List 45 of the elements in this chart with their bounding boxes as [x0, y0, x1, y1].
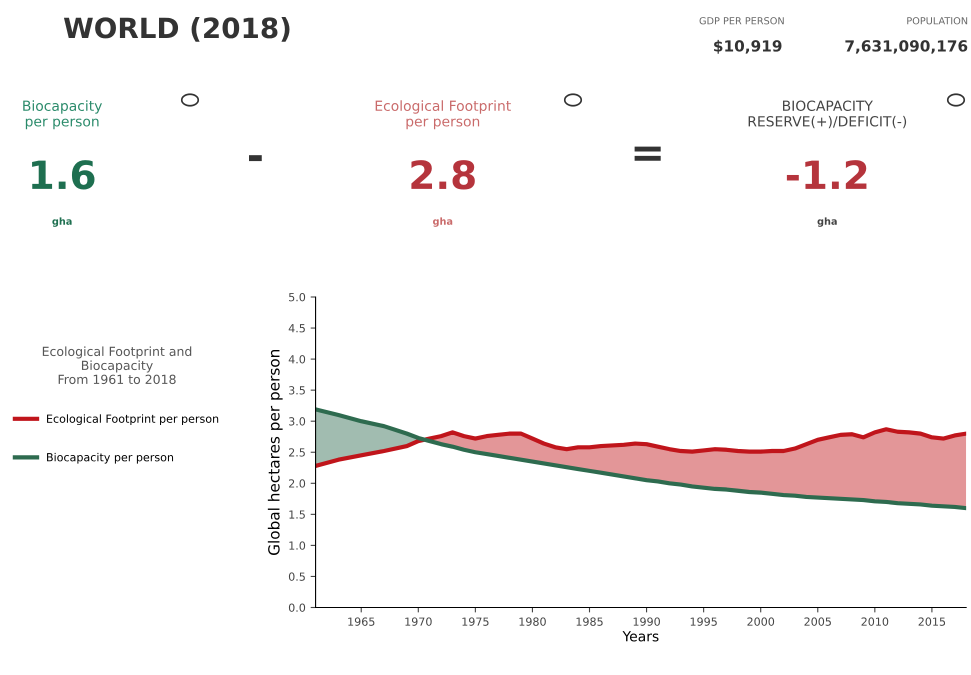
text: gha: [52, 217, 72, 227]
x-tick-label: 1985: [576, 617, 603, 626]
text: POPULATION: [907, 17, 968, 24]
x-tick-label: 2005: [804, 617, 831, 626]
legend-label: Biocapacity per person: [47, 452, 174, 464]
x-tick-label: 1990: [634, 617, 660, 626]
x-axis-title: Years: [622, 631, 659, 642]
text: gha: [818, 217, 837, 227]
legend-label: Ecological Footprint per person: [47, 414, 218, 426]
x-tick-label: 1970: [405, 617, 432, 626]
text: Ecological Footprint per person: [376, 100, 511, 130]
y-axis-title: Global hectares per person: [268, 350, 283, 555]
text: 7,631,090,176: [845, 40, 968, 54]
text: GDP PER PERSON: [700, 17, 784, 24]
x-tick-label: 1975: [462, 617, 489, 626]
text: 1.6: [32, 160, 94, 190]
text: =: [634, 146, 661, 161]
x-tick-label: 2015: [918, 617, 946, 626]
y-tick-label: 4.0: [288, 355, 306, 364]
y-tick-label: 2.0: [288, 479, 306, 488]
y-tick-label: 4.5: [288, 324, 305, 332]
text: gha: [432, 217, 452, 227]
y-tick-label: 1.5: [289, 510, 305, 519]
y-tick-label: 0.5: [288, 572, 305, 581]
text: WORLD (2018): [64, 16, 290, 42]
y-tick-label: 3.5: [289, 386, 305, 395]
x-tick-label: 2010: [862, 617, 888, 626]
y-tick-label: 5.0: [289, 292, 306, 302]
y-tick-label: 2.5: [288, 448, 305, 457]
text: -1.2: [786, 160, 866, 189]
text: 2.8: [411, 160, 475, 190]
text: BIOCAPACITY RESERVE(+)/DEFICIT(-): [748, 100, 906, 128]
y-tick-label: 1.0: [289, 541, 306, 550]
text: $10,919: [714, 40, 782, 54]
x-tick-label: 1995: [690, 617, 717, 626]
line-series: [316, 407, 966, 510]
text: -: [248, 155, 262, 162]
x-tick-label: 1965: [348, 617, 374, 626]
x-tick-label: 2000: [747, 617, 774, 626]
y-tick-label: 0.0: [288, 603, 306, 612]
line-series: [316, 427, 966, 468]
x-tick-label: 1980: [520, 617, 546, 626]
y-tick-label: 3.0: [289, 417, 306, 426]
legend-title: Ecological Footprint and Biocapacity From 1961 to 2018: [42, 346, 192, 384]
text: Biocapacity per person: [23, 100, 102, 130]
